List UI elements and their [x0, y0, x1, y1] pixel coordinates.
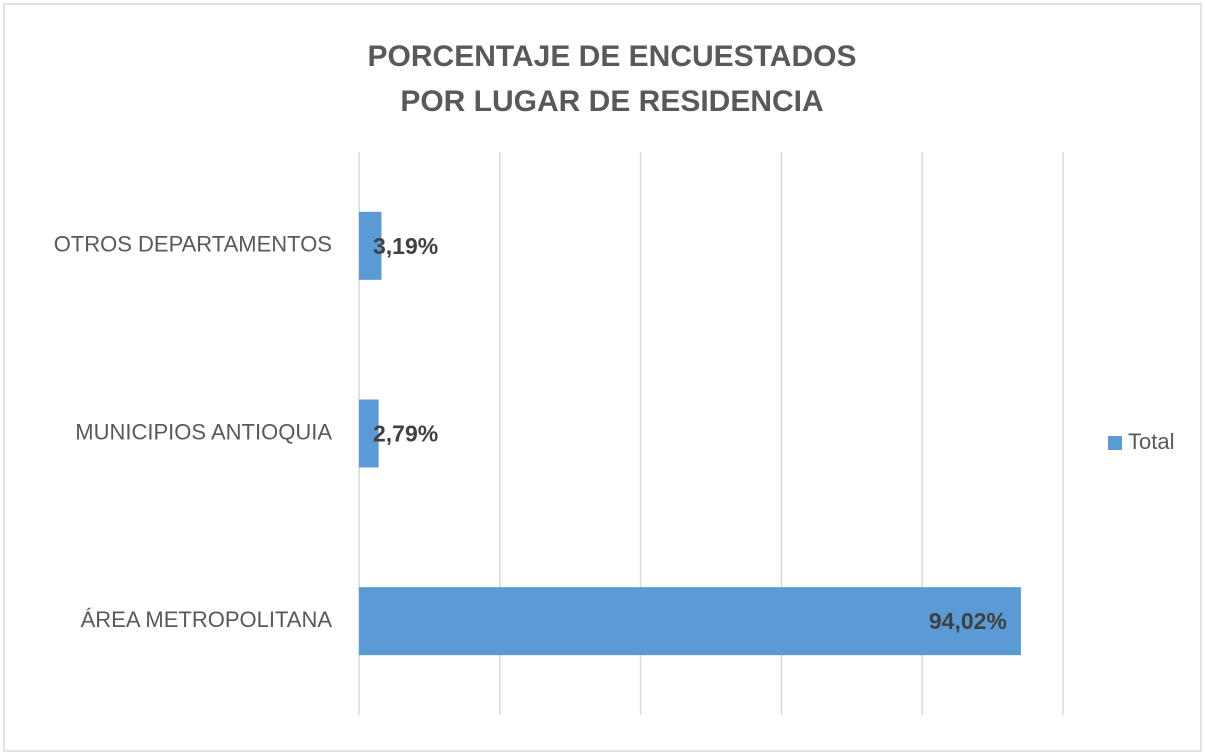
value-label: 3,19% [373, 233, 438, 259]
y-tick-label: ÁREA METROPOLITANA [81, 607, 333, 632]
bar [359, 211, 382, 280]
bar [359, 587, 1021, 656]
chart-title: POR LUGAR DE RESIDENCIA [400, 85, 823, 118]
bar [359, 399, 379, 468]
y-tick-label: MUNICIPIOS ANTIOQUIA [75, 419, 332, 444]
value-label: 2,79% [373, 421, 438, 447]
value-label: 94,02% [929, 608, 1007, 634]
legend-swatch [1108, 436, 1122, 450]
chart-title: PORCENTAJE DE ENCUESTADOS [368, 40, 857, 73]
y-tick-label: OTROS DEPARTAMENTOS [54, 232, 332, 257]
legend-label: Total [1128, 429, 1174, 454]
